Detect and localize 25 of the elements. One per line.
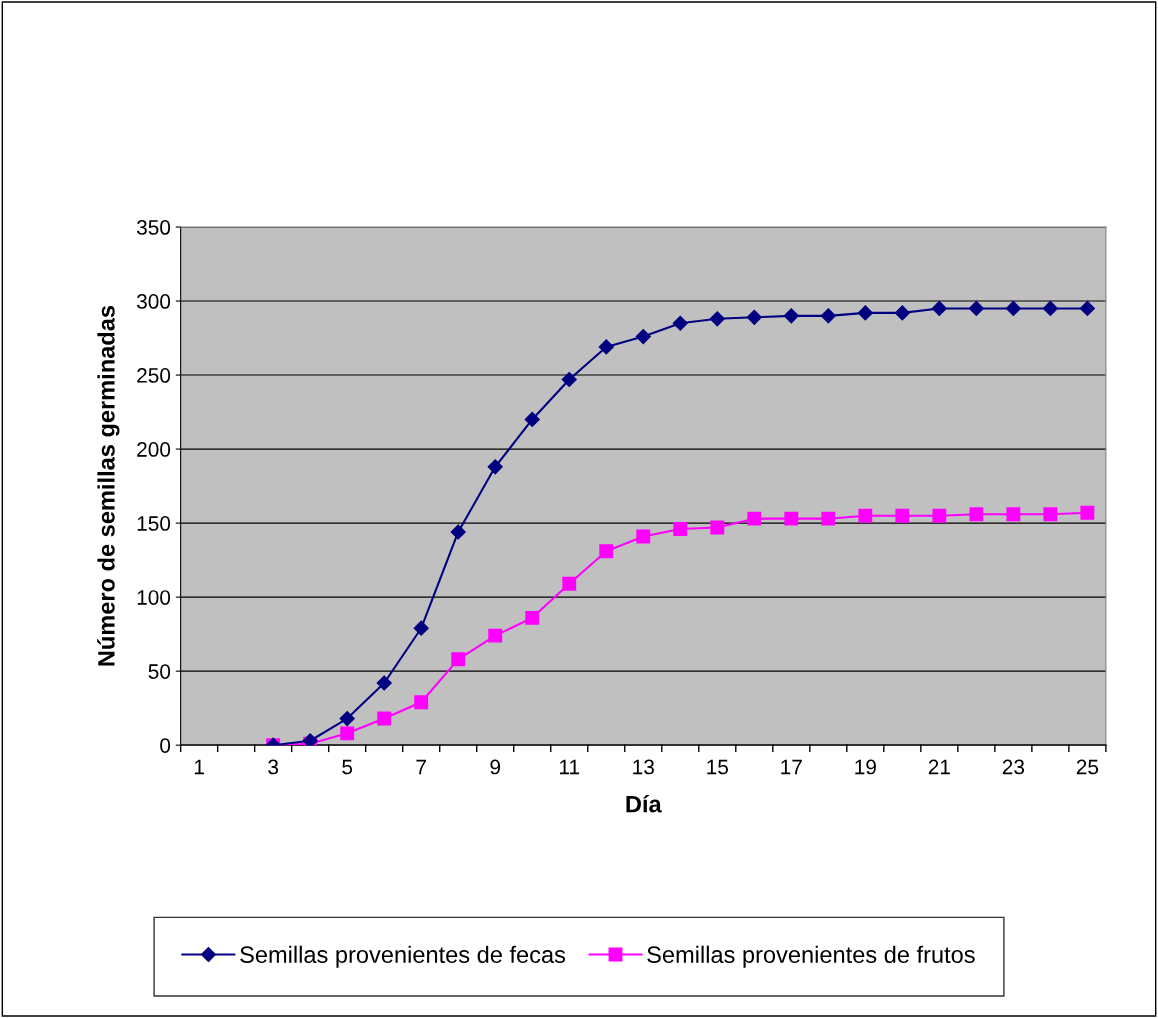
x-tick-label: 19 [855,759,876,775]
x-tick-label: 5 [342,759,353,775]
y-tick-label: 100 [137,590,171,605]
legend-label: Semillas provenientes de fecas [240,945,566,968]
y-axis-title: Número de semillas germinadas [97,305,120,666]
x-tick-label: 25 [1076,759,1099,775]
y-tick-label: 150 [137,516,171,531]
x-tick-label: 1 [194,759,204,775]
y-tick-label: 50 [148,664,171,679]
x-tick-label: 17 [781,759,802,775]
y-tick-label: 250 [137,368,171,383]
y-tick-label: 200 [137,442,171,457]
legend-label: Semillas provenientes de frutos [647,945,975,968]
x-tick-label: 11 [560,759,580,775]
x-tick-label: 9 [490,759,501,775]
x-tick-label: 15 [707,759,728,775]
y-tick-label: 0 [160,738,171,753]
x-tick-label: 13 [633,759,654,775]
y-tick-label: 300 [136,294,171,309]
x-tick-label: 3 [268,759,279,775]
x-axis-title: Día [626,794,662,813]
x-tick-label: 23 [1002,759,1025,775]
x-tick-label: 7 [416,759,426,775]
x-tick-label: 21 [928,759,950,775]
y-tick-label: 350 [136,220,171,235]
